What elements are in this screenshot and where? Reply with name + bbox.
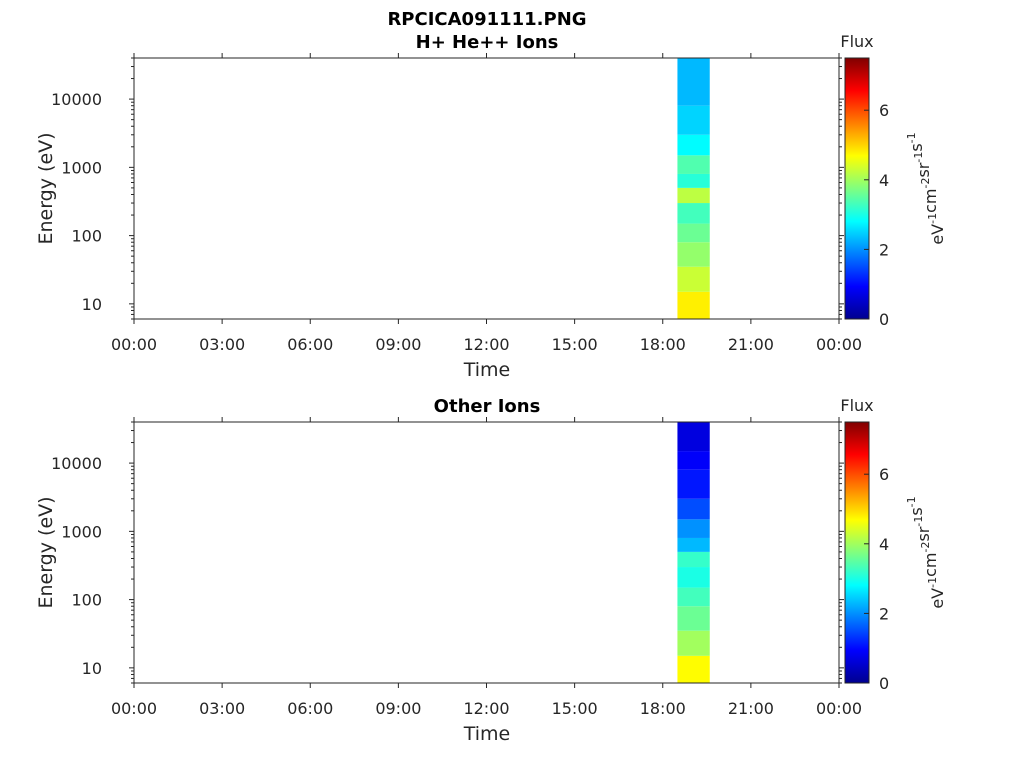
y-tick-label: 1000 [61, 522, 102, 541]
spectrogram-cell [677, 105, 710, 135]
spectrogram-cell [677, 537, 710, 552]
colorbar-unit-base: cm [921, 553, 940, 577]
colorbar-unit-exponent: -2 [919, 542, 932, 553]
spectrogram-cell [677, 187, 710, 204]
spectrogram-cell [677, 606, 710, 631]
panel-other-ions: Other Ions 00:00 03:00 06:00 09:00 12:00 15:00… [35, 396, 947, 745]
y-tick-label: 10000 [51, 90, 102, 109]
x-tick-label: 03:00 [199, 699, 245, 718]
colorbar-unit-exponent: -1 [926, 577, 939, 588]
x-tick-label: 00:00 [111, 699, 157, 718]
x-tick-label: 21:00 [728, 699, 774, 718]
y-axis-label: Energy (eV) [35, 132, 57, 244]
spectrogram-cell [677, 134, 710, 156]
colorbar-tick-label: 4 [879, 535, 889, 554]
colorbar-unit-exponent: -1 [912, 152, 925, 163]
colorbar-unit-base: eV [928, 224, 947, 245]
figure-title: RPCICA091111.PNG [387, 9, 586, 30]
x-axis-label: Time [463, 723, 511, 745]
colorbar-unit-exponent: -1 [912, 516, 925, 527]
spectrogram-cell [677, 551, 710, 568]
x-tick-label: 06:00 [287, 335, 333, 354]
colorbar-tick-label: 4 [879, 171, 889, 190]
spectrogram-cell [677, 173, 710, 188]
spectrogram-cell [677, 266, 710, 292]
colorbar [844, 57, 870, 320]
colorbar-unit-base: cm [921, 189, 940, 213]
y-tick-label: 10 [82, 659, 102, 678]
x-tick-label: 00:00 [111, 335, 157, 354]
x-tick-label: 09:00 [375, 699, 421, 718]
spectrogram-cell [677, 242, 710, 267]
colorbar-units: eV-1cm-2sr-1s-1 [905, 132, 947, 244]
plot-frame [133, 421, 840, 684]
x-tick-label: 00:00 [816, 699, 862, 718]
colorbar [844, 421, 870, 684]
x-tick-label: 00:00 [816, 335, 862, 354]
y-tick-label: 10 [82, 295, 102, 314]
panel-title: H+ He++ Ions [416, 32, 559, 53]
colorbar-unit-exponent: -1 [905, 496, 918, 507]
spectrogram-cell [677, 655, 710, 683]
x-tick-label: 06:00 [287, 699, 333, 718]
colorbar-unit-base: sr [914, 526, 933, 541]
x-axis-label: Time [463, 359, 511, 381]
spectrogram-cell [677, 155, 710, 174]
plot-frame [133, 57, 840, 320]
colorbar-unit-exponent: -1 [926, 213, 939, 224]
x-tick-label: 15:00 [552, 699, 598, 718]
x-tick-label: 18:00 [640, 699, 686, 718]
spectrogram-cell [677, 291, 710, 319]
x-tick-label: 12:00 [463, 335, 509, 354]
x-tick-label: 15:00 [552, 335, 598, 354]
spectrogram-cell [677, 451, 710, 470]
spectrogram-cell [677, 223, 710, 243]
spectrogram-cell [677, 519, 710, 538]
x-tick-label: 21:00 [728, 335, 774, 354]
colorbar-unit-base: sr [914, 162, 933, 177]
colorbar-title: Flux [840, 396, 873, 415]
y-tick-label: 100 [71, 591, 102, 610]
panel-title: Other Ions [434, 396, 541, 417]
colorbar-units: eV-1cm-2sr-1s-1 [905, 496, 947, 608]
spectrogram-cell [677, 587, 710, 607]
x-tick-label: 03:00 [199, 335, 245, 354]
colorbar-unit-base: s [907, 507, 926, 515]
colorbar-tick-label: 0 [879, 310, 889, 329]
colorbar-unit-exponent: -2 [919, 178, 932, 189]
spectrogram-cell [677, 469, 710, 499]
spectrogram-cell [677, 498, 710, 520]
y-axis-label: Energy (eV) [35, 496, 57, 608]
spectrogram-cell [677, 567, 710, 588]
x-tick-label: 12:00 [463, 699, 509, 718]
panel-h-he-ions: H+ He++ Ions 00:00 03:00 06:00 09:00 12:00 15:… [35, 32, 947, 381]
y-tick-label: 100 [71, 227, 102, 246]
spectrogram-cell [677, 58, 710, 106]
spectrogram-cell [677, 422, 710, 452]
x-tick-label: 09:00 [375, 335, 421, 354]
spectrogram-cell [677, 630, 710, 656]
colorbar-tick-label: 6 [879, 101, 889, 120]
y-tick-label: 10000 [51, 454, 102, 473]
colorbar-unit-base: s [907, 143, 926, 151]
spectrogram-cell [677, 203, 710, 224]
x-tick-label: 18:00 [640, 335, 686, 354]
colorbar-tick-label: 2 [879, 240, 889, 259]
y-tick-label: 1000 [61, 158, 102, 177]
colorbar-unit-base: eV [928, 588, 947, 609]
colorbar-tick-label: 6 [879, 465, 889, 484]
colorbar-tick-label: 0 [879, 674, 889, 693]
colorbar-unit-exponent: -1 [905, 132, 918, 143]
colorbar-title: Flux [840, 32, 873, 51]
colorbar-tick-label: 2 [879, 604, 889, 623]
